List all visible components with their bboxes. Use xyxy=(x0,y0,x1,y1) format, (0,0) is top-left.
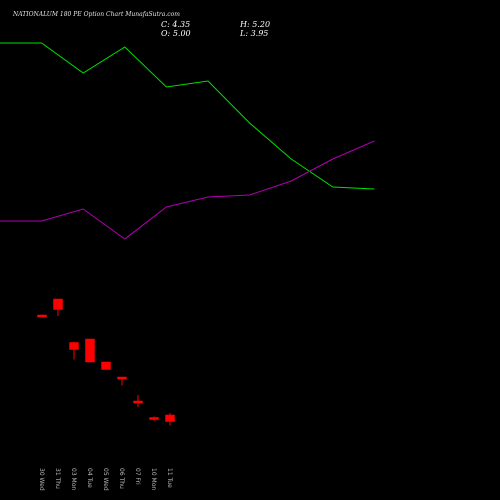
candle-body xyxy=(149,417,159,420)
candle-body xyxy=(85,338,95,363)
close-value: 4.35 xyxy=(172,20,191,29)
candle xyxy=(69,342,79,360)
high-label: H: xyxy=(240,20,250,29)
open-label: O: xyxy=(161,29,171,38)
candle xyxy=(117,376,127,386)
candle-body xyxy=(117,376,127,380)
open-readout: O: 5.00 xyxy=(161,29,191,38)
candle-body xyxy=(101,361,111,370)
x-tick-label: 05 Wed xyxy=(102,468,109,491)
x-tick-label: 06 Thu xyxy=(118,468,125,489)
low-value: 3.95 xyxy=(250,29,269,38)
candle xyxy=(149,416,159,421)
candle-body xyxy=(37,314,47,318)
x-tick-label: 03 Mon xyxy=(70,468,77,490)
candle xyxy=(101,361,111,370)
candle-body xyxy=(165,414,175,422)
ma-fast-line xyxy=(0,42,375,190)
candle xyxy=(165,413,175,426)
x-tick-label: 11 Tue xyxy=(166,468,173,488)
open-value: 5.00 xyxy=(172,29,191,38)
x-tick-label: 10 Mon xyxy=(150,468,157,490)
x-tick-label: 30 Wed xyxy=(38,468,45,491)
candle xyxy=(133,395,143,407)
x-axis-ticks: 30 Wed 31 Thu 03 Mon 04 Tue 05 Wed 06 Thu 07 F… xyxy=(38,468,173,491)
candle xyxy=(53,298,63,316)
ma-slow-line xyxy=(0,140,375,240)
moving-averages xyxy=(0,42,375,240)
close-readout: C: 4.35 xyxy=(161,20,190,29)
candles xyxy=(37,298,175,426)
candle-body xyxy=(53,298,63,310)
candle xyxy=(37,314,47,318)
candle-body xyxy=(69,342,79,350)
x-tick-label: 31 Thu xyxy=(54,468,61,489)
candle-body xyxy=(133,400,143,404)
x-tick-label: 07 Fri xyxy=(134,468,141,485)
chart-title: NATIONALUM 180 PE Option Chart MunafaSut… xyxy=(13,11,180,18)
high-readout: H: 5.20 xyxy=(240,20,270,29)
high-value: 5.20 xyxy=(252,20,271,29)
low-readout: L: 3.95 xyxy=(240,29,268,38)
close-label: C: xyxy=(161,20,170,29)
x-tick-label: 04 Tue xyxy=(86,468,93,488)
candle xyxy=(85,338,95,363)
low-label: L: xyxy=(240,29,249,38)
